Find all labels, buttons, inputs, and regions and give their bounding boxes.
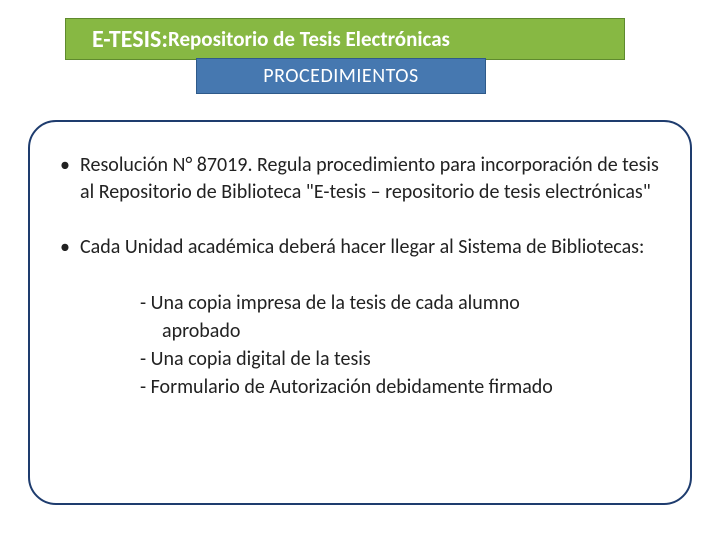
sub-item-cont: aprobado [140, 317, 662, 345]
content-box: • Resolución N° 87019. Regula procedimie… [28, 120, 692, 505]
bullet-item: • Resolución N° 87019. Regula procedimie… [58, 152, 662, 206]
sub-list: - Una copia impresa de la tesis de cada … [140, 289, 662, 401]
sub-item: - Una copia digital de la tesis [140, 345, 662, 373]
bullet-dot: • [58, 152, 80, 206]
title-bold: E-TESIS: [92, 25, 168, 54]
sub-item: - Formulario de Autorización debidamente… [140, 373, 662, 401]
bullet-dot: • [58, 234, 80, 261]
bullet-item: • Cada Unidad académica deberá hacer lle… [58, 234, 662, 261]
subtitle-text: PROCEDIMIENTOS [263, 64, 418, 88]
bullet-text: Resolución N° 87019. Regula procedimient… [80, 152, 662, 206]
title-bar: E-TESIS: Repositorio de Tesis Electrónic… [65, 18, 625, 60]
title-rest: Repositorio de Tesis Electrónicas [168, 26, 450, 52]
bullet-text: Cada Unidad académica deberá hacer llega… [80, 234, 662, 261]
sub-item: - Una copia impresa de la tesis de cada … [140, 289, 662, 317]
subtitle-bar: PROCEDIMIENTOS [196, 58, 486, 94]
